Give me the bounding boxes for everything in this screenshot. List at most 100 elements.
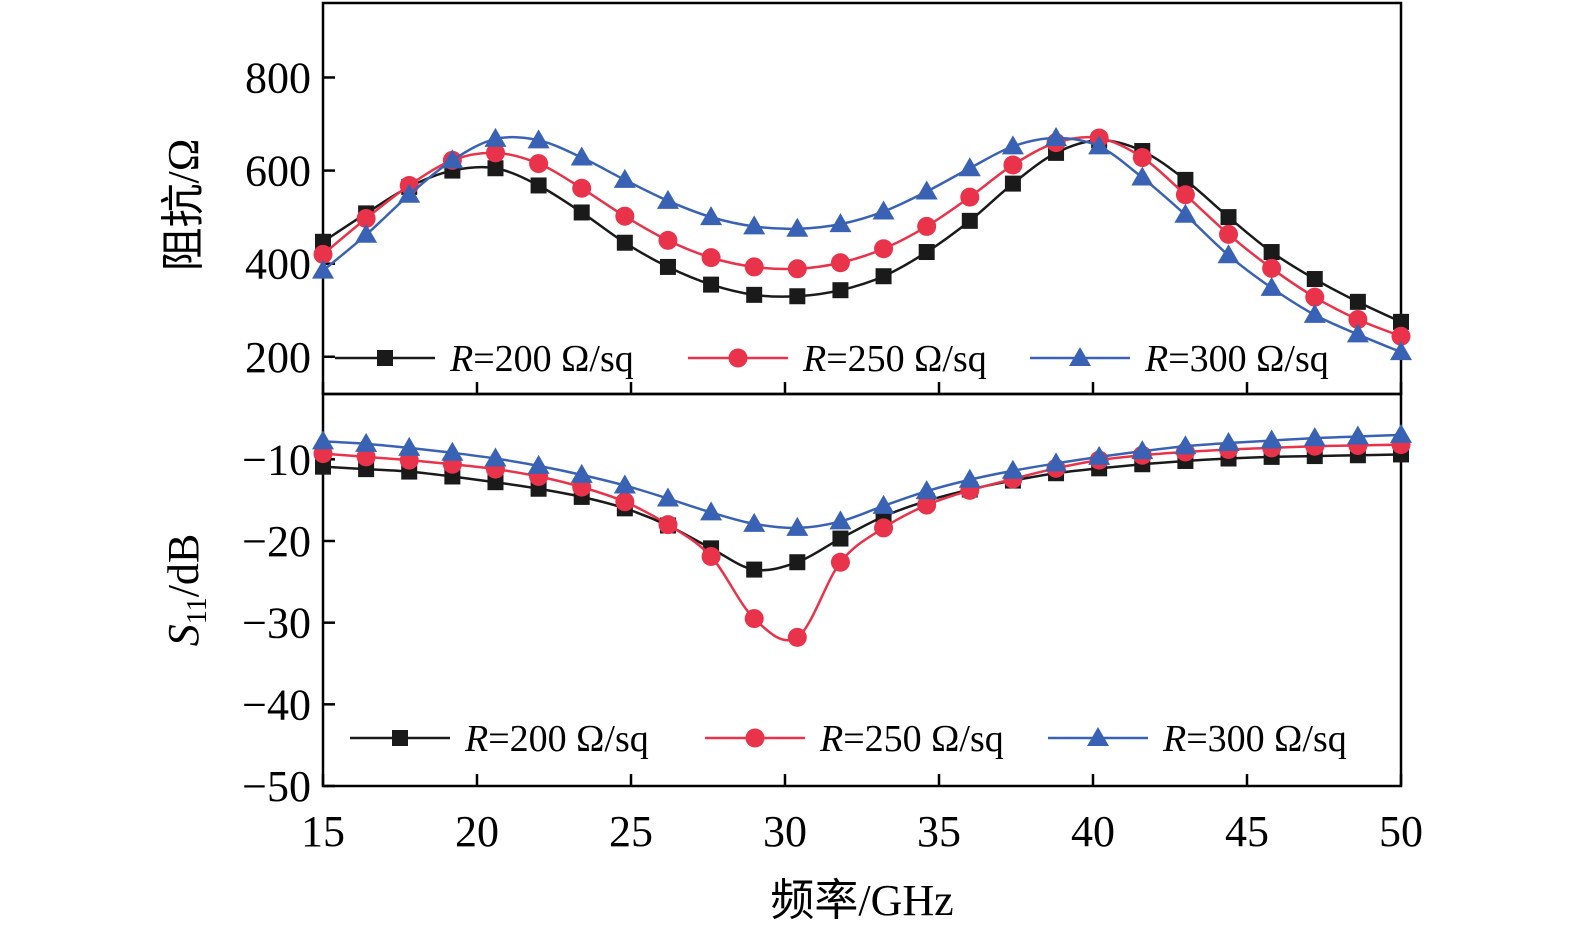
s11-data-point (700, 501, 723, 521)
impedance-y-tick-label: 400 (245, 240, 311, 289)
impedance-data-point (872, 200, 895, 220)
s11-legend: R=200 Ω/sq R=250 Ω/sq R=300 Ω/sq (350, 718, 1347, 760)
s11-series-3 (312, 423, 1412, 536)
s11-data-point (527, 454, 550, 474)
impedance-data-point (616, 234, 633, 251)
impedance-data-point (1217, 244, 1240, 264)
s11-data-point (1001, 459, 1024, 479)
s11-data-point (701, 547, 721, 567)
impedance-data-point (961, 212, 978, 229)
s11-y-tick-label: −40 (242, 680, 311, 729)
s11-data-point (398, 436, 421, 456)
impedance-data-point (830, 253, 850, 273)
impedance-data-point (529, 154, 549, 174)
impedance-y-tick-label: 600 (245, 147, 311, 196)
s11-data-point (1260, 429, 1283, 449)
impedance-data-point (874, 239, 894, 259)
impedance-data-point (1393, 313, 1409, 330)
impedance-data-point (703, 276, 720, 293)
s11-data-point (786, 516, 809, 536)
impedance-data-point (1263, 244, 1280, 261)
impedance-data-point (700, 206, 723, 226)
s11-series-line (322, 453, 1402, 572)
s11-data-point (570, 463, 593, 483)
legend-label: R=300 Ω/sq (1144, 338, 1329, 380)
s11-data-point (829, 510, 852, 530)
x-tick-label: 15 (301, 807, 345, 856)
s11-data-point (613, 474, 636, 494)
s11-data-point (917, 495, 937, 515)
s11-y-tick-label: −20 (242, 517, 311, 566)
impedance-data-point (1177, 171, 1194, 188)
impedance-data-point (441, 149, 464, 169)
s11-y-tick-label: −10 (242, 435, 311, 484)
s11-data-point (656, 487, 679, 507)
s11-data-point (615, 492, 635, 512)
s11-data-point (1045, 452, 1068, 472)
s11-data-point (1217, 432, 1240, 451)
s11-data-point (832, 530, 849, 547)
impedance-data-point (1305, 287, 1325, 307)
impedance-data-point (960, 187, 980, 207)
impedance-legend: R=200 Ω/sq R=250 Ω/sq R=300 Ω/sq (335, 338, 1329, 380)
impedance-data-point (1001, 135, 1024, 155)
impedance-data-point (1004, 175, 1021, 192)
impedance-data-point (1346, 323, 1369, 343)
impedance-data-point (613, 168, 636, 188)
impedance-data-point (1220, 209, 1237, 226)
s11-data-point (874, 518, 894, 538)
s11-data-point (441, 441, 464, 461)
s11-data-point (658, 515, 678, 535)
s11-data-point (315, 458, 331, 475)
impedance-y-axis-title: 阻抗/Ω (159, 139, 208, 272)
s11-data-point (1390, 423, 1412, 443)
s11-data-point (830, 552, 850, 572)
s11-data-point (356, 447, 376, 467)
legend-marker (392, 730, 408, 746)
legend-marker (1069, 347, 1091, 366)
legend-label: R=200 Ω/sq (464, 718, 649, 760)
impedance-data-point (312, 259, 334, 279)
legend-marker (377, 350, 393, 366)
impedance-data-point (1349, 293, 1366, 310)
x-tick-label: 20 (455, 807, 499, 856)
legend-marker (745, 728, 765, 748)
impedance-data-point (484, 127, 507, 147)
impedance-data-point (832, 282, 849, 299)
impedance-data-point (1132, 148, 1152, 168)
s11-data-point (1131, 440, 1154, 460)
impedance-data-point (656, 189, 679, 209)
x-tick-label: 45 (1225, 807, 1269, 856)
impedance-data-point (829, 213, 852, 233)
s11-series-2 (313, 435, 1411, 647)
impedance-data-point (313, 244, 333, 264)
s11-data-point (1174, 435, 1197, 455)
impedance-data-point (1174, 203, 1197, 223)
impedance-data-point (1003, 155, 1023, 175)
impedance-data-point (355, 223, 378, 243)
impedance-data-point (1260, 276, 1283, 296)
impedance-data-point (487, 160, 504, 177)
x-tick-label: 50 (1379, 807, 1423, 856)
s11-data-point (355, 432, 378, 452)
impedance-series-line (322, 139, 1402, 323)
x-tick-label: 25 (609, 807, 653, 856)
impedance-data-point (915, 180, 938, 200)
x-tick-label: 35 (917, 807, 961, 856)
impedance-data-point (1175, 185, 1195, 205)
legend-label: R=300 Ω/sq (1162, 718, 1347, 760)
impedance-data-point (1303, 303, 1326, 323)
impedance-y-tick-label: 800 (245, 53, 311, 102)
s11-data-point (1303, 427, 1326, 447)
s11-series-line (322, 443, 1402, 642)
impedance-data-point (1262, 258, 1282, 278)
s11-data-point (789, 554, 806, 571)
impedance-data-point (701, 248, 721, 268)
x-tick-label: 30 (763, 807, 807, 856)
impedance-series-1 (315, 132, 1409, 330)
impedance-data-point (1391, 326, 1411, 346)
impedance-data-point (615, 206, 635, 226)
impedance-data-point (398, 183, 421, 203)
impedance-data-point (1306, 271, 1323, 288)
